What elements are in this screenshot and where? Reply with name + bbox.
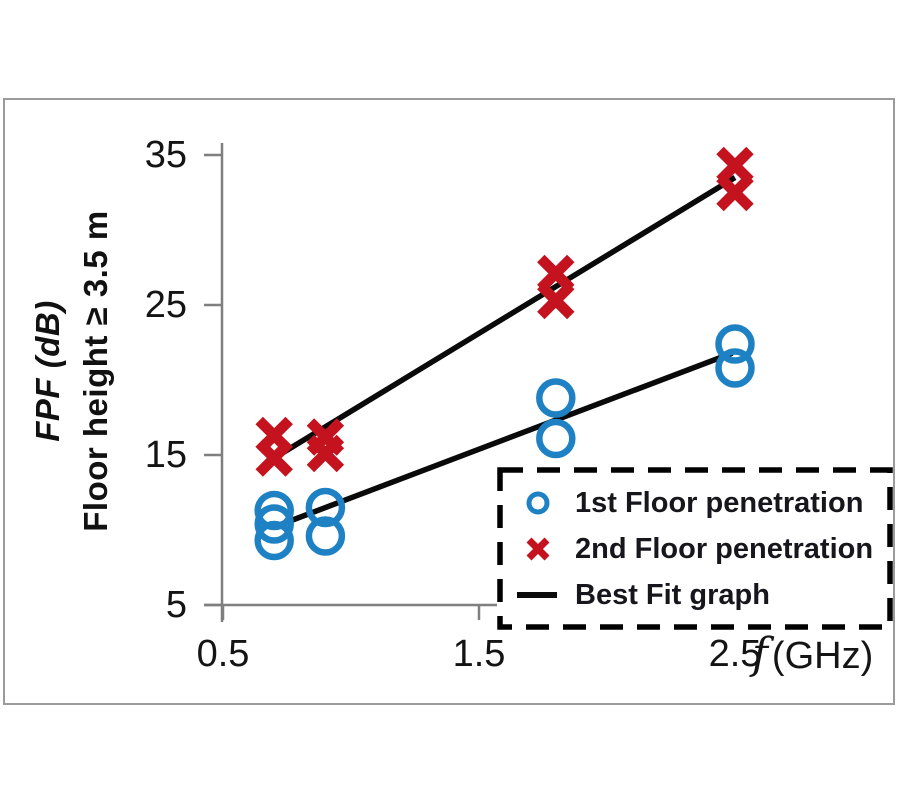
scatter-marker-x <box>537 281 575 320</box>
scatter-marker-circle <box>305 516 346 556</box>
scatter-marker-x <box>306 434 345 473</box>
y-axis-label: FPF (dB) Floor height ≥ 3.5 m <box>24 156 120 586</box>
scatter-marker-circle <box>715 324 755 364</box>
scatter-marker-circle <box>536 378 576 418</box>
y-tick-label: 25 <box>144 284 187 326</box>
legend-item: 1st Floor penetration <box>515 480 893 526</box>
best-fit-line <box>273 350 734 530</box>
x-tick-label: 2.5 <box>708 633 762 675</box>
best-fit-line <box>272 175 737 461</box>
legend-border <box>497 467 893 630</box>
legend-x-icon <box>515 532 561 566</box>
y-tick-label: 35 <box>144 134 187 176</box>
x-tick-label: 1.5 <box>452 633 506 675</box>
scatter-marker-circle <box>305 487 346 528</box>
legend-item: Best Fit graph <box>515 572 893 618</box>
scatter-marker-circle <box>254 520 294 561</box>
scatter-marker-x <box>255 439 293 477</box>
legend-line-icon <box>515 578 561 612</box>
legend-item-label: Best Fit graph <box>575 578 770 611</box>
legend-item: 2nd Floor penetration <box>515 526 893 572</box>
legend-rows: 1st Floor penetration 2nd Floor penetrati… <box>497 467 893 618</box>
scatter-marker-circle <box>254 504 294 544</box>
scatter-markers <box>254 146 755 561</box>
x-tick-label: 0.5 <box>196 633 250 675</box>
legend-circle-icon <box>515 486 561 520</box>
scatter-marker-circle <box>536 418 576 459</box>
y-tick-label: 15 <box>144 434 187 476</box>
frequency-symbol: f <box>752 629 768 679</box>
legend: 1st Floor penetration 2nd Floor penetrati… <box>497 467 893 630</box>
best-fit-lines <box>272 175 737 530</box>
frequency-unit: (GHz) <box>771 635 874 677</box>
y-tick-label: 5 <box>165 584 187 626</box>
scatter-marker-circle <box>715 348 755 388</box>
scatter-marker-x <box>716 173 754 212</box>
legend-item-label: 2nd Floor penetration <box>575 532 874 565</box>
legend-item-label: 1st Floor penetration <box>575 486 864 519</box>
y-axis-label-line2: Floor height ≥ 3.5 m <box>77 210 114 532</box>
y-axis-label-line1: FPF (dB) <box>29 300 66 442</box>
x-axis-unit: f (GHz) <box>752 631 873 679</box>
